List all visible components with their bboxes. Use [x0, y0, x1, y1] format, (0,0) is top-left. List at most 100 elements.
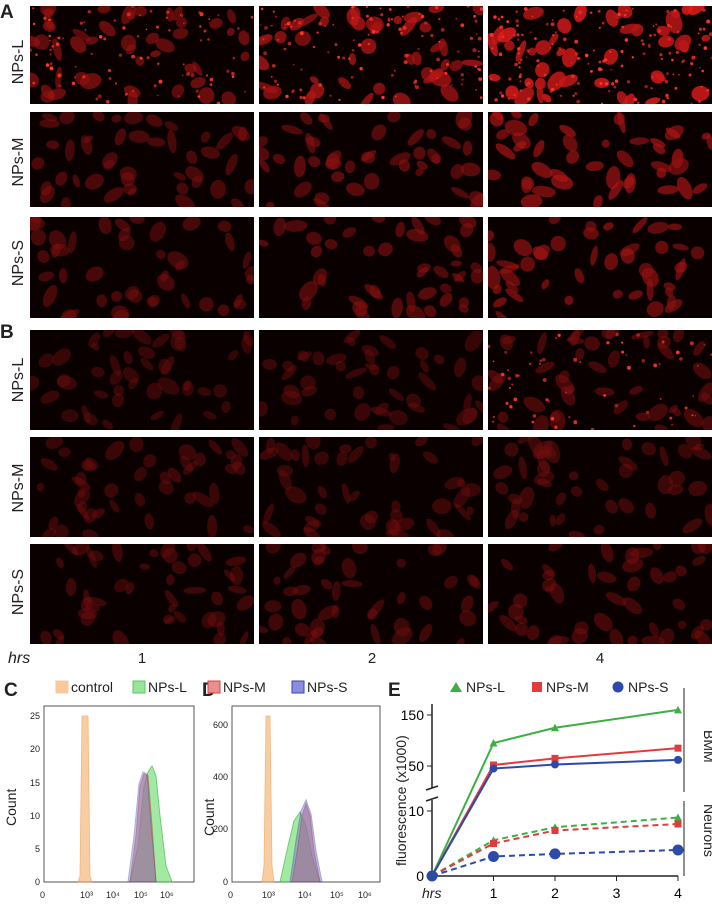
legend-marker-npsm [532, 682, 542, 692]
svg-text:10⁶: 10⁶ [358, 890, 372, 900]
histogram-npsm [291, 802, 321, 883]
micrograph-a-l-4h [488, 6, 712, 104]
panel-letter-b: B [0, 322, 14, 343]
flow-histogram-c: control NPs-L Count 0 5 10 15 20 25 0 10… [3, 679, 195, 900]
point-neurons-nps-m-1 [490, 840, 497, 847]
legend-text-npsl: NPs-L [466, 679, 505, 695]
x-tick-label-1: 1 [490, 885, 498, 901]
legend-label-npss: NPs-S [307, 679, 347, 695]
chart-e-xticks: 1 2 3 4 [490, 876, 682, 901]
point-neurons-nps-s-1 [488, 851, 499, 862]
chart-e-xlabel: hrs [422, 885, 441, 901]
svg-text:10: 10 [408, 803, 424, 819]
micrograph-b-m-4h [488, 437, 712, 537]
svg-text:10⁵: 10⁵ [330, 890, 344, 900]
svg-text:400: 400 [213, 772, 228, 782]
flow-d-yticks: 0 200 400 600 [213, 720, 228, 887]
x-tick-label-3: 3 [613, 885, 621, 901]
point-neurons-nps-l-3 [674, 813, 682, 821]
svg-text:15: 15 [30, 778, 40, 788]
row-label-a-l: NPs-L [10, 39, 27, 85]
micrograph-a-m-1h [30, 112, 254, 207]
svg-text:50: 50 [408, 758, 424, 774]
svg-text:600: 600 [213, 720, 228, 730]
flow-d-ylabel: Count [201, 799, 217, 836]
svg-text:10⁵: 10⁵ [134, 890, 148, 900]
point-bmm-nps-m-3 [674, 744, 682, 752]
legend-label-npsm: NPs-M [223, 679, 266, 695]
flow-histogram-d: NPs-M NPs-S Count 0 200 400 600 0 10³ 10… [201, 679, 381, 900]
axis-break-top [425, 785, 439, 791]
point-neurons-nps-m-3 [674, 820, 682, 828]
micrograph-a-m-2h [259, 112, 483, 207]
series-line-neurons-nps-l [431, 816, 679, 877]
flow-c-xticks: 0 10³ 10⁴ 10⁵ 10⁶ [40, 890, 174, 900]
legend-label-npsl: NPs-L [148, 679, 187, 695]
chart-e-ylabel: fluorescence (x1000) [393, 735, 409, 866]
series-line-bmm-nps-s [431, 758, 679, 877]
column-label-1h: 1 [137, 650, 147, 667]
micrograph-b-s-4h [488, 544, 712, 644]
svg-text:10: 10 [30, 811, 40, 821]
legend-swatch-npss [291, 680, 305, 694]
micrograph-b-l-4h [488, 330, 712, 430]
micrograph-b-l-2h [259, 330, 483, 430]
row-label-a-s: NPs-S [10, 239, 27, 287]
svg-text:20: 20 [30, 744, 40, 754]
svg-text:0: 0 [228, 890, 233, 900]
histogram-control [77, 715, 93, 883]
x-tick-label-2: 2 [551, 885, 559, 901]
histogram-npsm-c [129, 773, 157, 883]
svg-text:200: 200 [213, 824, 228, 834]
histogram-control-d [261, 715, 275, 883]
flow-c-ylabel: Count [3, 789, 19, 826]
svg-text:10³: 10³ [262, 890, 275, 900]
histogram-npss [289, 798, 323, 883]
legend-text-npsm: NPs-M [546, 679, 589, 695]
micrograph-b-m-1h [30, 437, 254, 537]
point-neurons-nps-m-2 [551, 827, 559, 834]
point-bmm-nps-m-2 [551, 754, 559, 762]
svg-text:10⁴: 10⁴ [298, 890, 312, 900]
legend-marker-npsl [450, 682, 462, 692]
series-line-neurons-nps-m [431, 823, 679, 877]
svg-text:0: 0 [416, 868, 424, 884]
legend-label-control: control [71, 679, 113, 695]
micrograph-b-l-1h [30, 330, 254, 430]
fluorescence-line-chart: NPs-L NPs-M NPs-S 50 150 0 10 fluorescen… [393, 679, 712, 901]
chart-e-yticks: 50 150 0 10 [401, 707, 432, 884]
column-label-4h: 4 [595, 650, 605, 667]
svg-text:150: 150 [401, 707, 425, 723]
svg-text:5: 5 [35, 844, 40, 854]
group-label-neurons: Neurons [701, 804, 712, 857]
row-label-b-m: NPs-M [10, 463, 27, 513]
legend-swatch-npsm [207, 680, 221, 694]
flow-c-yticks: 0 5 10 15 20 25 [30, 711, 40, 887]
point-bmm-nps-l-3 [674, 705, 682, 714]
point-neurons-nps-s-0 [426, 870, 438, 882]
panel-letter-e: E [388, 680, 401, 701]
point-neurons-nps-s-2 [549, 848, 561, 860]
svg-text:10³: 10³ [80, 890, 93, 900]
series-line-neurons-nps-s [431, 849, 679, 877]
micrograph-b-m-2h [259, 437, 483, 537]
group-label-bmm: BMM [701, 730, 712, 763]
legend-text-npss: NPs-S [628, 679, 668, 695]
micrograph-a-l-1h [30, 6, 254, 104]
micrograph-a-l-2h [259, 6, 483, 104]
flow-d-xticks: 0 10³ 10⁴ 10⁵ 10⁶ [228, 890, 372, 900]
hrs-axis-label: hrs [8, 650, 31, 667]
svg-text:10⁶: 10⁶ [160, 890, 174, 900]
legend-marker-npss [612, 681, 624, 693]
point-bmm-nps-l-1 [489, 739, 498, 747]
legend-swatch-control [55, 680, 69, 694]
axis-break-bottom [425, 796, 439, 802]
row-label-b-s: NPs-S [10, 568, 27, 616]
chart-e-series [426, 705, 684, 882]
chart-e-legend: NPs-L NPs-M NPs-S [450, 679, 668, 695]
micrograph-a-s-1h [30, 217, 254, 318]
micrograph-a-m-4h [488, 112, 712, 207]
legend-swatch-npsl [132, 680, 146, 694]
svg-text:0: 0 [223, 877, 228, 887]
micrograph-b-s-2h [259, 544, 483, 644]
